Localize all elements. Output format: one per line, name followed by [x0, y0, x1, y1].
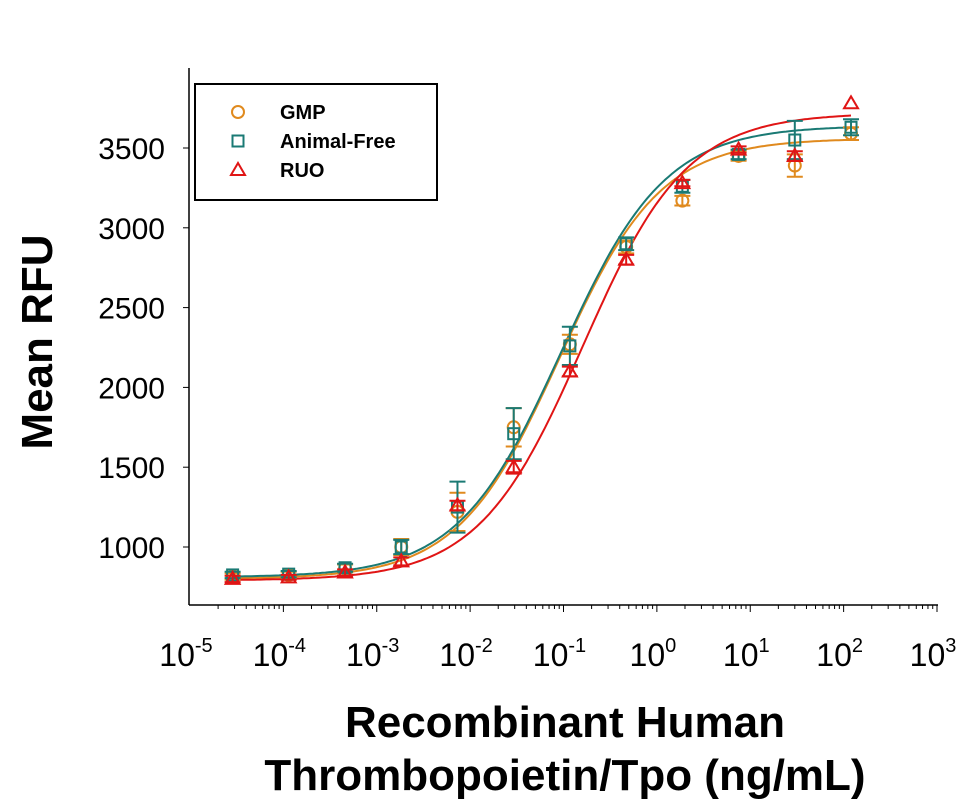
x-tick-base: 10: [533, 637, 569, 673]
x-tick-exponent: 3: [945, 635, 956, 657]
x-tick-base: 10: [253, 637, 289, 673]
x-axis-title-line-2: Thrombopoietin/Tpo (ng/mL): [264, 751, 865, 800]
y-tick-label: 3500: [98, 133, 165, 166]
x-tick-base: 10: [630, 637, 666, 673]
x-tick-exponent: -2: [475, 635, 493, 657]
x-tick-label: 10-1: [533, 635, 586, 673]
x-tick-label: 10-3: [346, 635, 399, 673]
x-tick-label: 10-2: [439, 635, 492, 673]
data-points: [223, 94, 860, 585]
data-point-animal-free: [844, 120, 858, 134]
x-tick-base: 10: [816, 637, 852, 673]
data-point-gmp: [675, 193, 690, 208]
fit-curve-ruo: [232, 114, 852, 581]
x-axis-title-line-1: Recombinant Human: [345, 698, 785, 747]
x-tick-base: 10: [910, 637, 946, 673]
data-point-ruo: [279, 568, 298, 584]
x-tick-exponent: -4: [288, 635, 306, 657]
data-point-animal-free: [507, 427, 521, 441]
x-tick-exponent: 0: [665, 635, 676, 657]
x-tick-exponent: -3: [382, 635, 400, 657]
y-tick-label: 2000: [98, 372, 165, 405]
legend-marker-gmp: [231, 105, 245, 119]
x-tick-base: 10: [723, 637, 759, 673]
legend-marker-animal-free: [231, 134, 245, 148]
legend-box: [194, 83, 438, 201]
data-point-animal-free: [563, 339, 577, 353]
x-ticks: 10-5 10-4 10-3 10-2 10-1 100 101 102 103: [159, 605, 956, 673]
fit-curve-gmp: [232, 138, 852, 580]
x-tick-exponent: 1: [758, 635, 769, 657]
x-tick-label: 10-4: [253, 635, 306, 673]
data-point-animal-free: [788, 133, 802, 147]
data-point-ruo: [336, 563, 354, 579]
data-point-ruo: [617, 250, 635, 266]
y-tick-label: 1500: [98, 452, 165, 485]
y-tick-label: 2500: [98, 293, 165, 326]
y-tick-label: 3000: [98, 213, 165, 246]
x-tick-base: 10: [159, 637, 195, 673]
data-point-animal-free: [619, 237, 633, 251]
legend-label-animal-free: Animal-Free: [280, 131, 396, 153]
data-point-ruo: [729, 140, 748, 156]
data-point-ruo: [786, 146, 804, 162]
x-tick-label: 100: [630, 635, 677, 673]
x-tick-base: 10: [346, 637, 382, 673]
data-point-ruo: [223, 569, 242, 585]
legend-marker-ruo: [229, 161, 247, 176]
x-tick-exponent: -5: [195, 635, 213, 657]
fit-curves: [232, 114, 852, 581]
x-tick-label: 103: [910, 635, 957, 673]
x-tick-exponent: 2: [852, 635, 863, 657]
data-point-ruo: [504, 458, 523, 474]
data-point-ruo: [673, 174, 692, 190]
data-point-ruo: [392, 552, 410, 568]
legend-label-gmp: GMP: [280, 102, 326, 124]
y-axis-title: Mean RFU: [13, 234, 62, 449]
fit-curve-animal-free: [232, 126, 852, 578]
legend-label-ruo: RUO: [280, 160, 324, 182]
x-tick-label: 10-5: [159, 635, 212, 673]
x-tick-base: 10: [439, 637, 475, 673]
data-point-ruo: [561, 362, 579, 378]
x-tick-label: 101: [723, 635, 770, 673]
legend: GMP Animal-Free RUO: [194, 83, 438, 201]
x-tick-exponent: -1: [568, 635, 586, 657]
data-point-ruo: [842, 94, 860, 110]
y-tick-label: 1000: [98, 532, 165, 565]
x-tick-label: 102: [816, 635, 863, 673]
y-ticks: 1000 1500 2000 2500 3000 3500: [98, 133, 189, 565]
data-point-ruo: [448, 496, 467, 512]
